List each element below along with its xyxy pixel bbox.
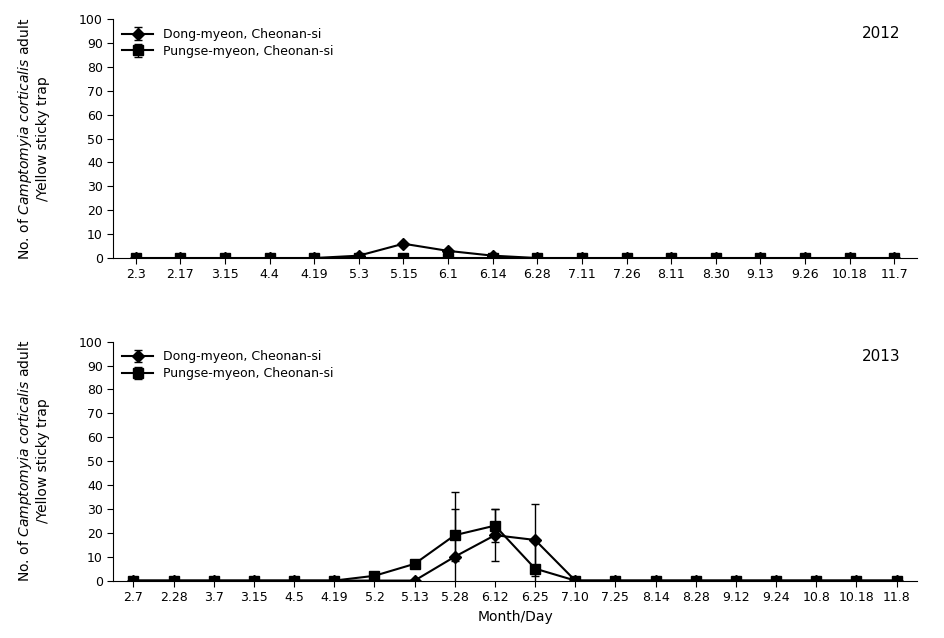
X-axis label: Month/Day: Month/Day bbox=[477, 609, 552, 623]
Text: 2013: 2013 bbox=[861, 349, 900, 364]
Text: No. of $\it{Camptomyia\ corticalis}$ adult
/Yellow sticky trap: No. of $\it{Camptomyia\ corticalis}$ adu… bbox=[16, 340, 50, 582]
Text: No. of $\it{Camptomyia\ corticalis}$ adult
/Yellow sticky trap: No. of $\it{Camptomyia\ corticalis}$ adu… bbox=[16, 17, 50, 260]
Text: 2012: 2012 bbox=[861, 26, 900, 41]
Legend: Dong-myeon, Cheonan-si, Pungse-myeon, Cheonan-si: Dong-myeon, Cheonan-si, Pungse-myeon, Ch… bbox=[117, 345, 339, 385]
Legend: Dong-myeon, Cheonan-si, Pungse-myeon, Cheonan-si: Dong-myeon, Cheonan-si, Pungse-myeon, Ch… bbox=[117, 23, 339, 63]
